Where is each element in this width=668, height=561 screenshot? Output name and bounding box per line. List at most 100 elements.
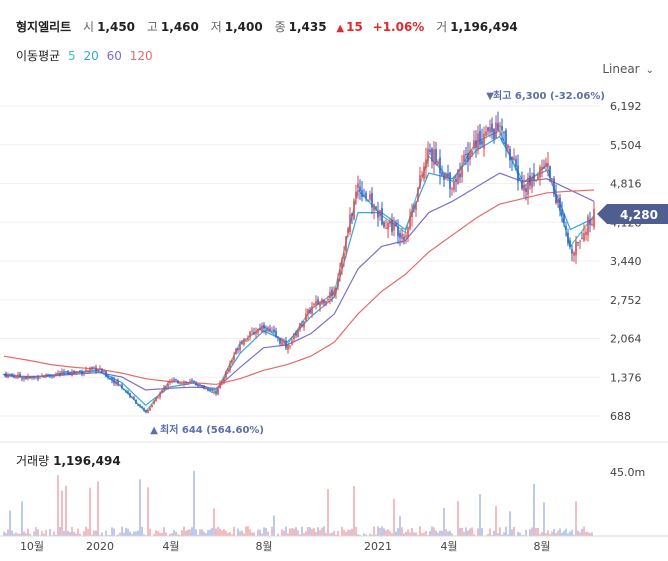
- candle-body: [281, 341, 283, 346]
- volume-bar: [129, 531, 131, 536]
- volume-bar: [511, 529, 513, 536]
- candle-body: [155, 397, 157, 402]
- volume-bar: [237, 528, 239, 536]
- candle-body: [223, 378, 225, 383]
- candle-body: [357, 183, 359, 189]
- volume-bar: [287, 533, 289, 536]
- candle-body: [285, 341, 287, 349]
- volume-bar: [377, 526, 379, 536]
- volume-bar: [403, 533, 405, 536]
- volume-bar: [281, 529, 283, 536]
- candle-body: [465, 153, 467, 155]
- up-triangle-icon: ▲: [336, 23, 345, 34]
- volume-bar: [487, 534, 489, 536]
- volume-bar: [241, 530, 243, 536]
- volume-bar: [3, 531, 5, 536]
- volume-bar: [261, 533, 263, 536]
- volume-bar: [271, 526, 273, 536]
- candle-body: [41, 375, 43, 377]
- candle-body: [97, 368, 99, 372]
- volume-bar: [561, 532, 563, 536]
- x-tick-label: 4월: [440, 540, 457, 553]
- volume-bar: [459, 528, 461, 536]
- volume-bar: [443, 508, 445, 536]
- candle-body: [405, 235, 407, 238]
- volume-bar: [331, 532, 333, 536]
- volume-bar: [211, 527, 213, 536]
- high-label: 고: [146, 20, 158, 34]
- volume-bar: [27, 528, 29, 536]
- candle-body: [313, 303, 315, 306]
- volume-bar: [497, 533, 499, 536]
- volume-bar: [143, 534, 145, 536]
- candle-body: [183, 381, 185, 385]
- volume-bar: [399, 516, 401, 536]
- volume-bar: [157, 531, 159, 536]
- volume-bar: [253, 532, 255, 536]
- volume-bar: [579, 532, 581, 536]
- volume-bar: [179, 534, 181, 536]
- volume-bar: [7, 529, 9, 536]
- volume-bar: [567, 533, 569, 536]
- x-tick-label: 10월: [20, 540, 44, 553]
- volume-bar: [125, 527, 127, 536]
- ma-60[interactable]: 60: [106, 49, 122, 63]
- volume-bar: [503, 532, 505, 536]
- volume-bar: [219, 528, 221, 536]
- stock-name: 형지엘리트: [16, 20, 72, 34]
- volume-bar: [263, 527, 265, 536]
- volume-bar: [417, 534, 419, 536]
- candle-body: [343, 252, 345, 259]
- candle-body: [471, 151, 473, 155]
- volume-bar: [201, 529, 203, 536]
- volume-bar: [509, 511, 511, 536]
- candle-body: [25, 378, 27, 380]
- candle-body: [323, 300, 325, 304]
- volume-bar: [101, 532, 103, 536]
- volume-bar: [171, 533, 173, 536]
- ma-5[interactable]: 5: [68, 49, 76, 63]
- volume-bar: [551, 531, 553, 536]
- moving-average-legend[interactable]: 이동평균 5 20 60 120: [16, 47, 157, 64]
- candle-body: [199, 384, 201, 386]
- volume-bar: [451, 533, 453, 536]
- volume-bar: [49, 528, 51, 536]
- candle-body: [249, 331, 251, 338]
- candle-body: [81, 372, 83, 374]
- volume-bar: [139, 479, 141, 536]
- volume-bar: [389, 531, 391, 536]
- volume-bar: [549, 534, 551, 536]
- scale-selector[interactable]: Linear ⌄: [602, 62, 654, 76]
- candle-body: [159, 393, 161, 398]
- volume-bar: [303, 533, 305, 536]
- candle-body: [533, 173, 535, 180]
- volume-bar: [295, 527, 297, 536]
- candle-body: [307, 308, 309, 314]
- candle-body: [385, 227, 387, 229]
- candle-body: [93, 367, 95, 369]
- volume-bar: [231, 534, 233, 536]
- volume-bar: [53, 531, 55, 536]
- volume-bar: [17, 533, 19, 536]
- candle-body: [111, 378, 113, 381]
- volume-bar: [575, 501, 577, 536]
- x-axis: 10월 2020 4월 8월 2021 4월 8월: [20, 540, 551, 553]
- candle-body: [167, 383, 169, 388]
- ma-120[interactable]: 120: [129, 49, 153, 63]
- candle-body: [17, 374, 19, 378]
- candle-body: [257, 328, 259, 333]
- candle-body: [589, 219, 591, 225]
- ma-20[interactable]: 20: [83, 49, 99, 63]
- candle-body: [263, 324, 265, 329]
- change-value: 15: [346, 20, 363, 34]
- candle-body: [417, 188, 419, 201]
- volume-bar: [519, 532, 521, 536]
- volume-bar: [187, 529, 189, 536]
- candle-body: [267, 327, 269, 331]
- candle-body: [9, 374, 11, 376]
- candle-body: [591, 223, 593, 225]
- volume-axis-label: 45.0m: [610, 466, 645, 479]
- candle-body: [439, 157, 441, 174]
- volume-bar: [87, 528, 89, 536]
